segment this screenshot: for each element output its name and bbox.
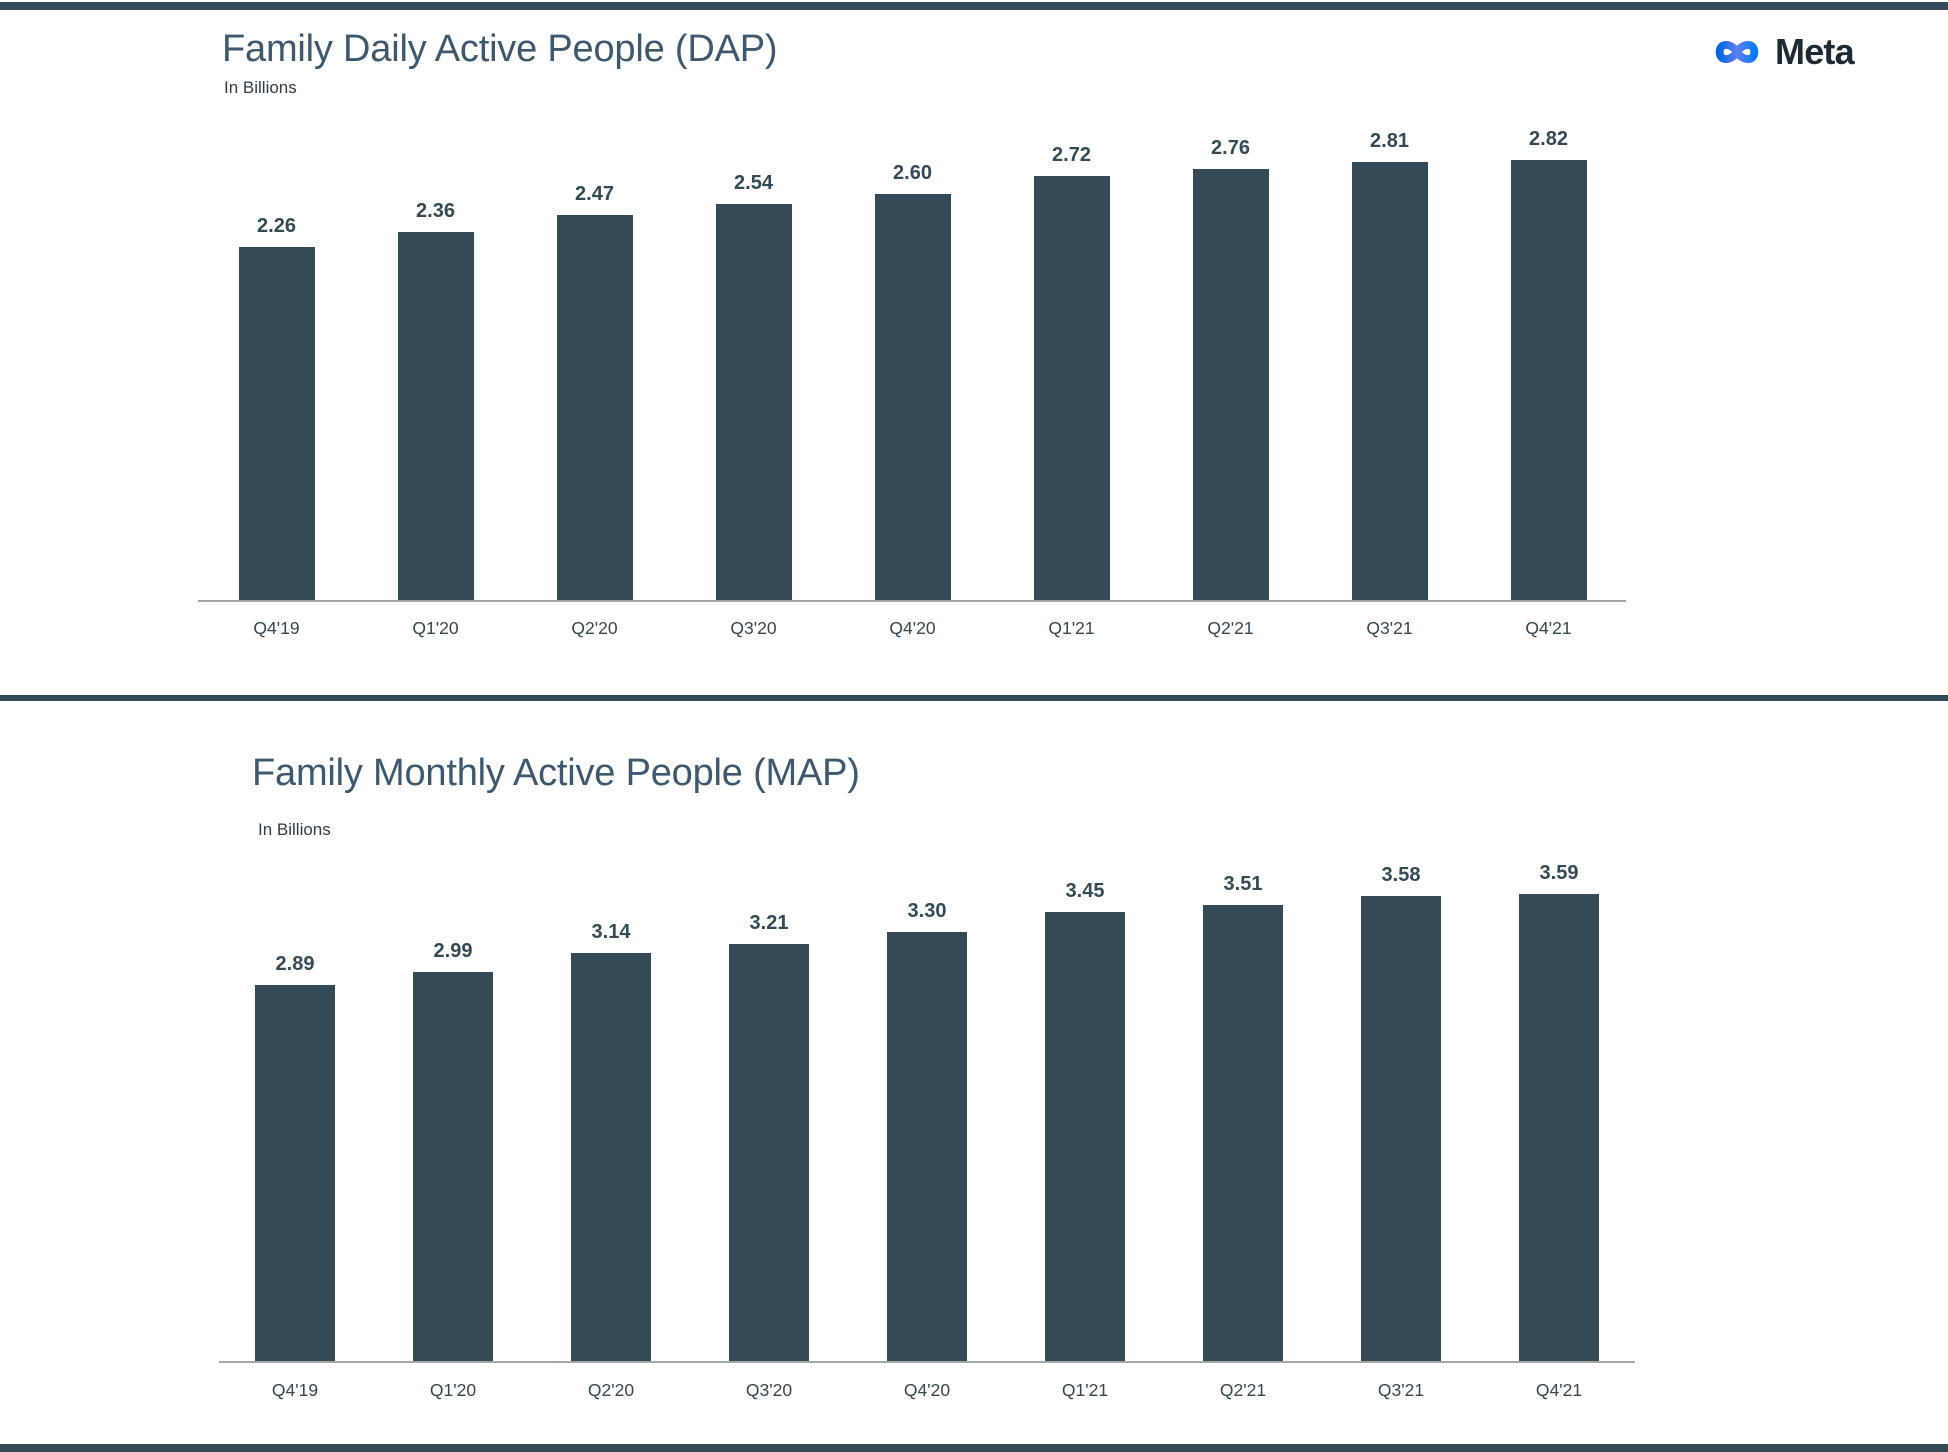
bar-value-label: 3.59 xyxy=(1539,862,1579,884)
category-label: Q3'21 xyxy=(1366,618,1413,638)
dap-chart-subtitle: In Billions xyxy=(224,78,297,97)
bar xyxy=(1192,169,1269,600)
bar-value-label: 2.36 xyxy=(416,200,455,222)
dap-chart-title: Family Daily Active People (DAP) xyxy=(222,28,778,70)
bar xyxy=(413,972,493,1361)
bar-value-label: 2.99 xyxy=(433,940,473,962)
category-label: Q4'19 xyxy=(253,618,300,638)
category-label: Q1'21 xyxy=(1048,618,1095,638)
bar xyxy=(887,932,967,1361)
map-chart-subtitle: In Billions xyxy=(258,820,331,839)
category-label: Q4'21 xyxy=(1525,618,1572,638)
meta-wordmark: Meta xyxy=(1775,31,1855,72)
bar-value-label: 2.60 xyxy=(893,162,932,184)
bar xyxy=(1519,894,1599,1361)
category-label: Q4'19 xyxy=(271,1380,319,1400)
bar xyxy=(1203,905,1283,1361)
bar xyxy=(1045,912,1125,1361)
map-chart-title: Family Monthly Active People (MAP) xyxy=(252,752,860,794)
bar-value-label: 2.81 xyxy=(1370,130,1409,152)
meta-logo: Meta xyxy=(1708,31,1855,73)
bar xyxy=(874,194,951,600)
bar-value-label: 2.47 xyxy=(575,183,614,205)
bar-value-label: 3.21 xyxy=(749,912,789,934)
category-label: Q3'21 xyxy=(1377,1380,1425,1400)
bar xyxy=(1351,162,1428,600)
category-label: Q2'20 xyxy=(571,618,618,638)
category-label: Q2'21 xyxy=(1219,1380,1267,1400)
bar xyxy=(1033,176,1110,600)
bar xyxy=(571,953,651,1361)
category-label: Q3'20 xyxy=(730,618,777,638)
meta-infinity-icon xyxy=(1715,40,1759,64)
bottom-border-rule xyxy=(0,1444,1948,1452)
bar-value-label: 3.30 xyxy=(907,900,947,922)
bar-value-label: 2.54 xyxy=(734,172,773,194)
category-label: Q1'20 xyxy=(429,1380,477,1400)
bar xyxy=(729,944,809,1361)
bar xyxy=(1510,160,1587,600)
category-label: Q4'20 xyxy=(903,1380,951,1400)
bar-value-label: 2.26 xyxy=(257,215,296,237)
bar-value-label: 3.45 xyxy=(1065,880,1105,902)
category-label: Q2'21 xyxy=(1207,618,1254,638)
bar-value-label: 3.51 xyxy=(1223,873,1263,895)
category-label: Q3'20 xyxy=(745,1380,793,1400)
top-border-rule xyxy=(0,2,1948,10)
bar xyxy=(255,985,335,1361)
bar-value-label: 3.14 xyxy=(591,921,631,943)
x-axis-line xyxy=(219,1361,1635,1363)
bar xyxy=(715,204,792,600)
section-divider-rule xyxy=(0,695,1948,701)
category-label: Q4'21 xyxy=(1535,1380,1583,1400)
bar xyxy=(397,232,474,600)
category-label: Q1'20 xyxy=(412,618,459,638)
bar xyxy=(556,215,633,600)
bar-value-label: 2.89 xyxy=(275,953,315,975)
bar-value-label: 3.58 xyxy=(1381,864,1421,886)
bar-value-label: 2.76 xyxy=(1211,137,1250,159)
x-axis-line xyxy=(198,600,1626,602)
bar xyxy=(238,247,315,600)
category-label: Q1'21 xyxy=(1061,1380,1109,1400)
bar-value-label: 2.72 xyxy=(1052,144,1091,166)
category-label: Q2'20 xyxy=(587,1380,635,1400)
bar-value-label: 2.82 xyxy=(1529,128,1568,150)
bar xyxy=(1361,896,1441,1361)
category-label: Q4'20 xyxy=(889,618,936,638)
